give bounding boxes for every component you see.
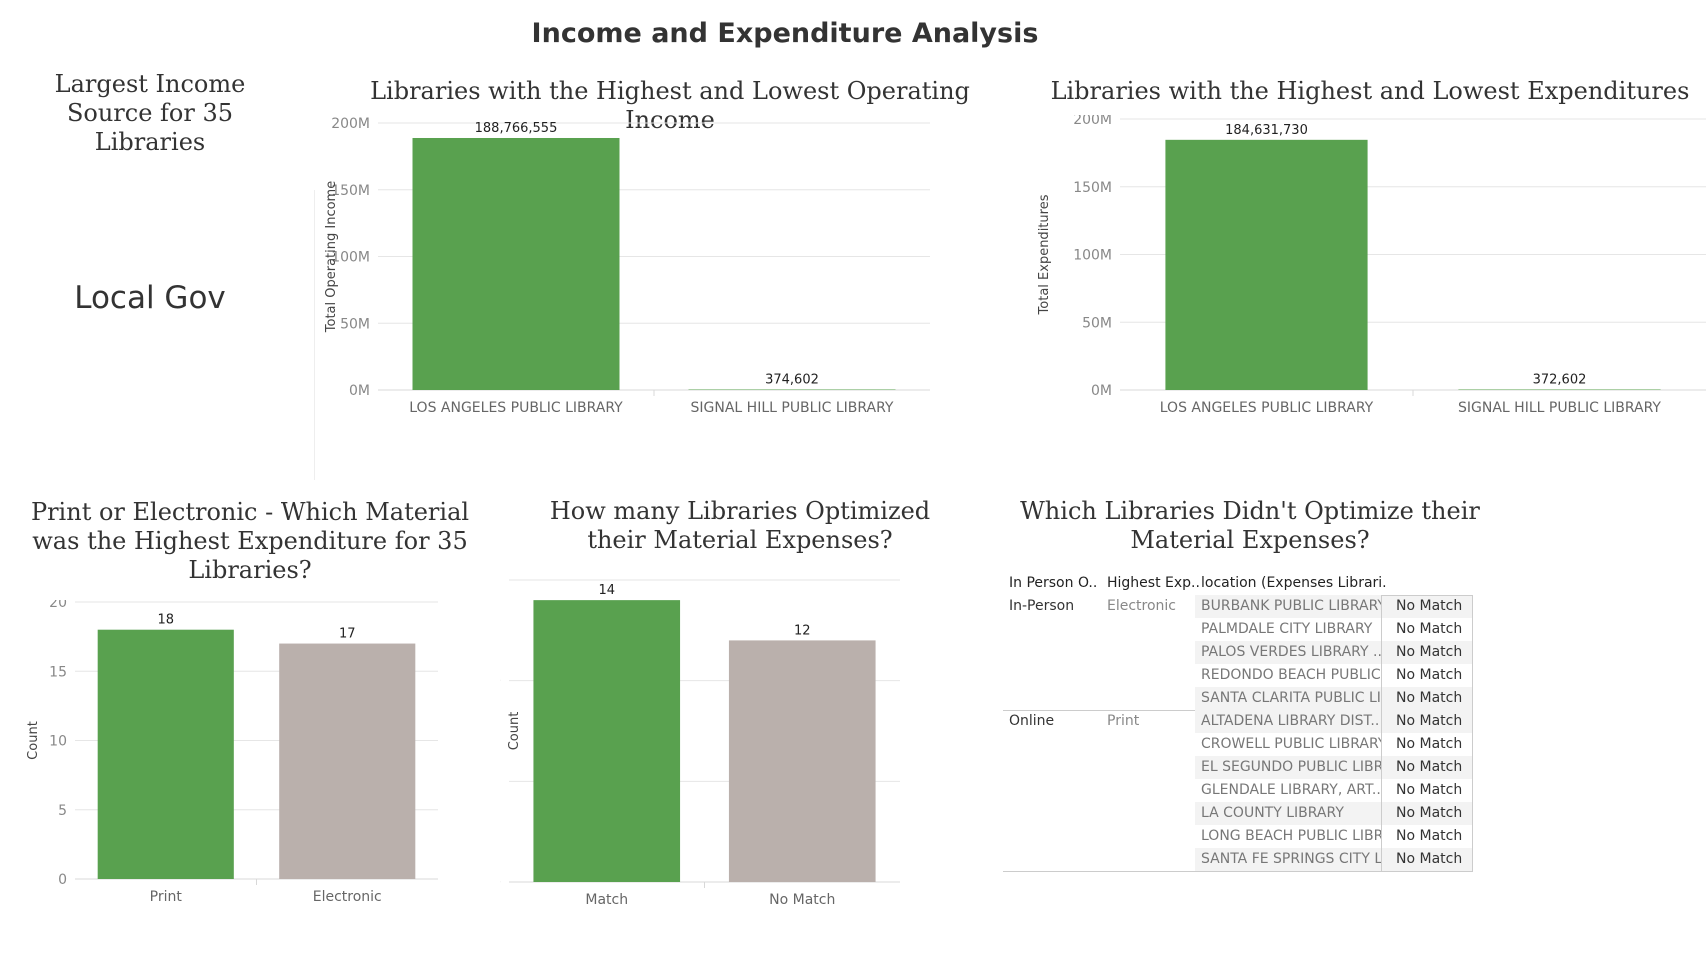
y-tick-label: 10 [49,734,67,750]
data-label: 12 [794,623,811,638]
table-row-match-value: No Match [1381,802,1473,825]
x-category-label: Match [585,892,628,908]
table-row-match-value: No Match [1381,595,1473,618]
y-tick-label: 5 [500,774,501,790]
y-tick-label: 20 [49,600,67,611]
optimized-bar-chart: 0 5 10 15 Count 14 Match 12 No Match [500,575,900,908]
table-mark-top-border [1381,595,1473,596]
table-row-location: LA COUNTY LIBRARY [1195,802,1381,825]
optimized-chart-title: How many Libraries Optimized their Mater… [549,497,931,554]
y-tick-label: 0 [500,875,501,891]
y-tick-label: 200M [331,116,370,132]
table-row-match-value: No Match [1381,618,1473,641]
material-bar-chart: 0 5 10 15 20 Count 18 Print 17 Electronic [26,600,438,905]
kpi-divider [314,190,315,480]
y-axis-label: Count [26,721,41,760]
x-category-label: LOS ANGELES PUBLIC LIBRARY [1160,400,1374,416]
table-row-location: BURBANK PUBLIC LIBRARY [1195,595,1381,618]
y-tick-label: 100M [1073,248,1112,264]
bar-los-angeles-public-library [412,137,620,390]
kpi-value: Local Gov [74,280,226,316]
data-label: 18 [157,613,174,628]
table-row-location: SANTA FE SPRINGS CITY L.. [1195,848,1381,871]
table-row-location: ALTADENA LIBRARY DIST.. [1195,710,1381,733]
x-category-label: Print [150,889,183,905]
bar-los-angeles-public-library [1165,139,1368,390]
table-row-match-value: No Match [1381,641,1473,664]
x-category-label: LOS ANGELES PUBLIC LIBRARY [409,400,623,416]
bar-match [533,600,681,882]
bar-electronic [279,643,416,879]
table-row-location: LONG BEACH PUBLIC LIBR.. [1201,828,1381,844]
y-tick-label: 10 [500,674,501,690]
x-category-label: No Match [769,892,835,908]
expenditure-bar-chart: 0M 50M 100M 150M 200M Total Expenditures 184,6… [1037,115,1706,416]
table-column-header: Highest Exp.. [1107,575,1199,591]
table-row-match-value: No Match [1381,733,1473,756]
material-chart-title: Print or Electronic - Which Material was… [30,498,470,584]
dashboard-title: Income and Expenditure Analysis [531,18,1039,49]
y-axis-label: Total Operating Income [324,181,339,333]
x-category-label: SIGNAL HILL PUBLIC LIBRARY [1458,400,1661,416]
y-tick-label: 5 [58,803,67,819]
expenditure-chart-title: Libraries with the Highest and Lowest Ex… [1050,77,1690,105]
table-group-in-person: Online [1009,713,1055,729]
y-tick-label: 0 [58,872,67,888]
table-row-match-value: No Match [1381,848,1473,871]
table-row-match-value: No Match [1381,664,1473,687]
y-tick-label: 150M [331,183,370,199]
data-label: 17 [339,627,356,642]
data-label: 372,602 [1533,372,1587,387]
bar-signal-hill-public-library [1458,389,1661,390]
y-tick-label: 50M [340,316,370,332]
table-group-separator [1003,871,1473,872]
no-match-table: In Person O.. Highest Exp.. location (Expe… [1003,575,1503,895]
table-column-header: In Person O.. [1009,575,1098,591]
table-row-location: SANTA CLARITA PUBLIC LI.. [1195,687,1381,710]
income-bar-chart: 0M 50M 100M 150M 200M Total Operating Income 1… [324,116,930,416]
x-category-label: SIGNAL HILL PUBLIC LIBRARY [691,400,894,416]
table-row-location: CROWELL PUBLIC LIBRARY [1201,736,1381,752]
table-row-match-value: No Match [1381,687,1473,710]
table-row-match-value: No Match [1381,825,1473,848]
table-row-match-value: No Match [1381,756,1473,779]
y-tick-label: 100M [331,250,370,266]
bar-signal-hill-public-library [688,389,896,390]
data-label: 14 [598,583,615,598]
y-tick-label: 15 [49,664,67,680]
income-chart-title: Libraries with the Highest and Lowest Op… [370,77,970,134]
table-column-header: location (Expenses Librari.. [1201,575,1387,591]
y-tick-label: 0M [349,383,370,399]
table-title: Which Libraries Didn't Optimize their Ma… [1020,497,1480,554]
table-group-highest-expense: Electronic [1107,598,1177,614]
y-axis-label: Total Expenditures [1037,194,1052,315]
table-row-location: GLENDALE LIBRARY, ART.. [1201,782,1381,798]
table-row-location: PALMDALE CITY LIBRARY [1201,621,1373,637]
table-group-in-person: In-Person [1009,598,1075,614]
y-tick-label: 200M [1073,115,1112,128]
y-axis-label: Count [507,712,522,751]
data-label: 374,602 [765,372,819,387]
y-tick-label: 150M [1073,180,1112,196]
table-row-match-value: No Match [1381,779,1473,802]
chart-plot-group: 0 5 10 15 20 Count 18 Print 17 Electronic [26,600,438,905]
y-tick-label: 15 [500,575,501,589]
y-tick-label: 50M [1082,315,1112,331]
x-category-label: Electronic [313,889,382,905]
kpi-title: Largest Income Source for 35 Libraries [54,70,246,156]
table-row-location: PALOS VERDES LIBRARY .. [1195,641,1381,664]
data-label: 188,766,555 [475,121,558,136]
table-row-location: EL SEGUNDO PUBLIC LIBR.. [1195,756,1381,779]
table-group-highest-expense: Print [1107,713,1140,729]
bar-no-match [728,640,876,882]
data-label: 184,631,730 [1225,123,1308,138]
table-row-match-value: No Match [1381,710,1473,733]
y-tick-label: 0M [1091,383,1112,399]
table-row-location: REDONDO BEACH PUBLIC .. [1201,667,1381,683]
chart-plot-group: 0 5 10 15 Count 14 Match 12 No Match [500,575,900,908]
bar-print [97,629,234,879]
